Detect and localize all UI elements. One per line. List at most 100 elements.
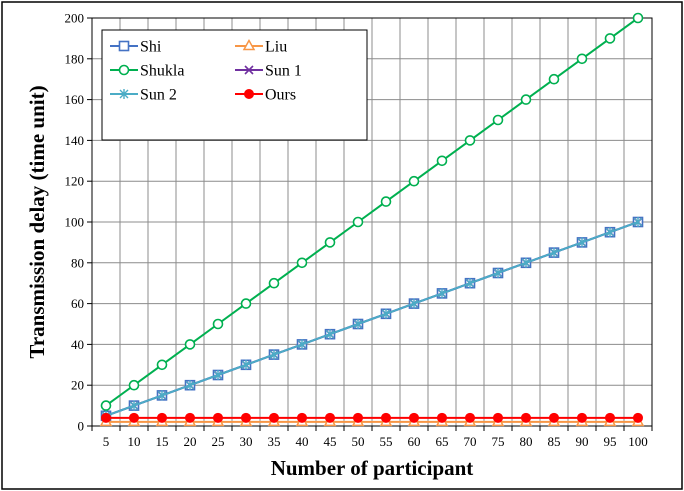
data-point-shukla	[632, 12, 644, 24]
data-point-ours	[157, 412, 167, 423]
data-point-ours	[409, 412, 419, 423]
data-point-shukla	[436, 155, 448, 167]
data-point-sun-2-stroke	[493, 268, 503, 278]
y-tick-label: 20	[71, 378, 84, 393]
data-point-shukla	[548, 73, 560, 85]
legend-label: Shi	[140, 39, 162, 56]
data-point-ours	[241, 412, 251, 423]
data-point-ours	[185, 412, 195, 423]
data-point-sun-2	[241, 359, 251, 370]
y-tick-label: 0	[78, 419, 85, 434]
data-point-ours	[269, 412, 279, 423]
legend-label: Liu	[265, 39, 287, 56]
data-point-sun-2	[465, 278, 475, 289]
data-point-sun-2-stroke	[521, 257, 531, 268]
x-tick-label: 20	[184, 434, 197, 449]
y-axis-title: Transmission delay (time unit)	[25, 85, 49, 358]
data-point-shukla	[128, 379, 140, 391]
x-tick-label: 60	[408, 434, 421, 449]
y-tick-label: 120	[65, 174, 85, 189]
data-point-sun-2-stroke	[325, 329, 335, 340]
data-point-shukla	[268, 277, 280, 289]
data-point-shukla	[296, 257, 308, 269]
data-point-sun-2	[633, 217, 643, 227]
data-point-sun-2-stroke	[465, 278, 475, 289]
data-point-sun-2	[381, 308, 391, 319]
legend-item-shukla: Shukla	[110, 63, 184, 80]
data-point-sun-2-stroke	[185, 380, 195, 391]
series-line-shukla	[105, 17, 639, 407]
data-point-ours	[521, 412, 531, 423]
legend-marker	[118, 64, 130, 76]
data-point-shukla	[492, 114, 504, 126]
data-point-shukla	[324, 237, 336, 248]
data-point-sun-2	[129, 400, 139, 411]
y-tick-label: 180	[65, 51, 85, 66]
data-point-sun-2-stroke	[129, 400, 139, 411]
data-point-ours	[633, 412, 643, 423]
data-point-sun-2-stroke	[213, 370, 223, 380]
legend-label: Sun 2	[140, 87, 177, 104]
data-point-sun-2-stroke	[409, 298, 419, 309]
series-sun-2	[101, 217, 643, 421]
y-tick-label: 100	[65, 215, 85, 230]
data-point-shukla	[464, 135, 476, 146]
y-tick-label: 80	[71, 255, 84, 270]
data-point-shukla	[604, 33, 616, 44]
x-tick-label: 5	[103, 434, 110, 449]
data-point-shukla	[184, 339, 196, 350]
x-tick-label: 75	[492, 434, 505, 449]
legend-marker	[244, 89, 254, 99]
data-point-ours	[101, 412, 111, 423]
legend-item-sun-1: Sun 1	[235, 63, 302, 80]
data-point-sun-2-stroke	[241, 359, 251, 370]
data-point-sun-2-stroke	[381, 308, 391, 319]
y-tick-label: 200	[65, 11, 85, 26]
x-tick-label: 85	[548, 434, 561, 449]
legend-box	[101, 29, 368, 141]
x-tick-label: 90	[576, 434, 589, 449]
x-tick-label: 80	[520, 434, 533, 449]
data-point-ours	[605, 412, 615, 423]
legend-item-liu: Liu	[235, 39, 287, 56]
data-point-ours	[353, 412, 363, 423]
x-tick-label: 70	[464, 434, 477, 449]
data-point-ours	[213, 412, 223, 423]
data-point-sun-2	[549, 247, 559, 258]
legend-item-sun-2: Sun 2	[110, 87, 177, 104]
data-point-sun-2	[185, 380, 195, 391]
data-point-sun-2-stroke	[577, 237, 587, 248]
data-point-shukla	[352, 216, 364, 228]
x-tick-label: 50	[352, 434, 365, 449]
data-point-shukla	[240, 298, 252, 309]
x-tick-label: 15	[156, 434, 169, 449]
data-point-sun-2-stroke	[633, 217, 643, 227]
series-layer	[99, 12, 645, 427]
data-point-ours	[325, 412, 335, 423]
legend-item-ours: Ours	[235, 87, 296, 104]
series-shukla	[100, 12, 644, 411]
legend-marker-stroke	[119, 89, 129, 99]
data-point-sun-2-stroke	[269, 349, 279, 360]
legend-label: Shukla	[140, 63, 184, 80]
data-point-sun-2-stroke	[353, 319, 363, 329]
x-tick-label: 10	[128, 434, 141, 449]
data-point-ours	[129, 412, 139, 423]
data-point-sun-2	[521, 257, 531, 268]
y-tick-label: 40	[71, 337, 84, 352]
data-point-sun-2-stroke	[605, 227, 615, 238]
data-point-sun-2	[297, 339, 307, 350]
data-point-shukla	[408, 175, 420, 187]
data-point-sun-2-stroke	[437, 288, 447, 299]
data-point-sun-2	[493, 268, 503, 278]
y-tick-label: 140	[65, 133, 85, 148]
series-ours	[101, 412, 643, 423]
axis-ticks: 0 20 40 60 80 100 120 140 160 180 200 5 10 15 20 25 30 35…	[65, 11, 653, 449]
data-point-sun-2	[213, 370, 223, 380]
x-tick-label: 65	[436, 434, 449, 449]
x-tick-label: 45	[324, 434, 337, 449]
legend-label: Sun 1	[265, 63, 302, 80]
legend-label: Ours	[265, 87, 296, 104]
